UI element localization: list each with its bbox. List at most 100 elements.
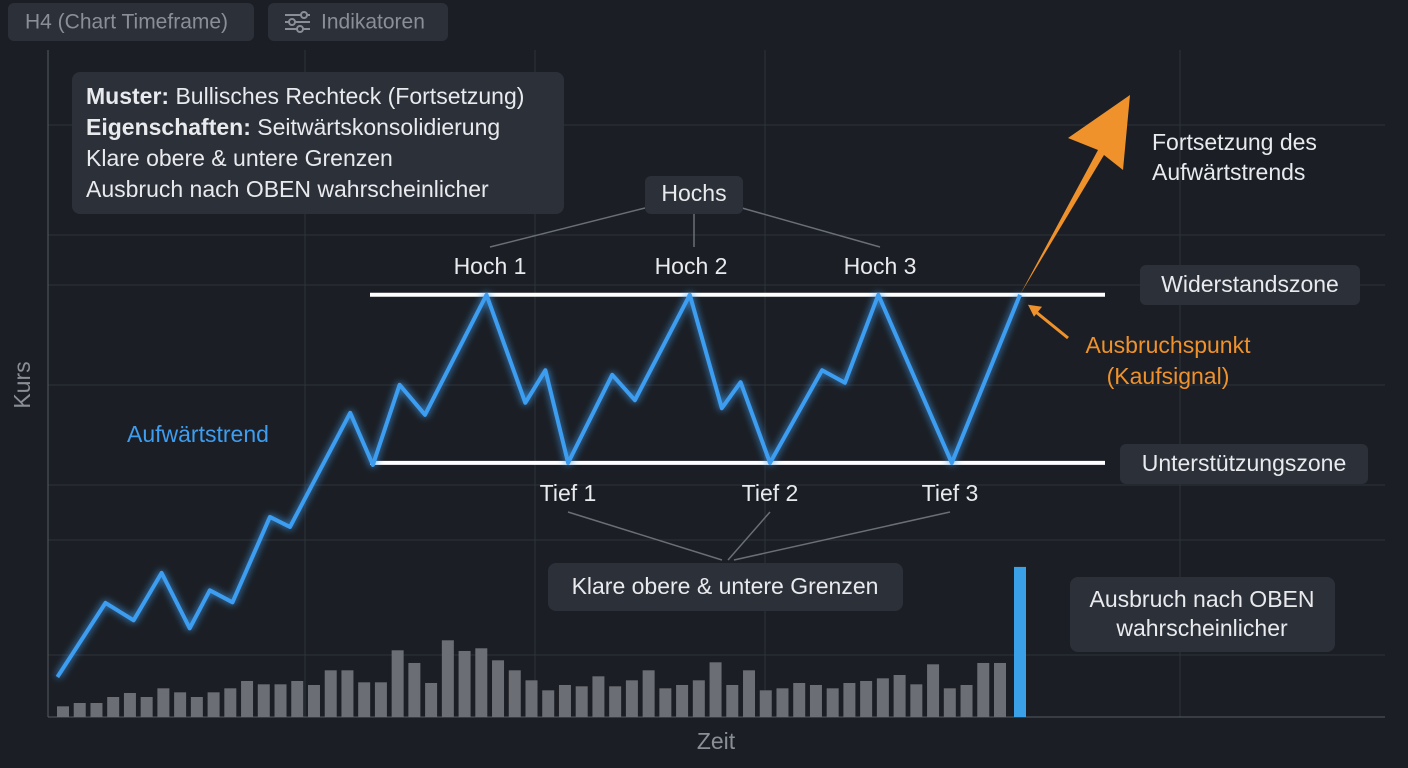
- breakout-note-box: [1070, 577, 1335, 652]
- continuation-arrow: [1019, 95, 1130, 295]
- volume-bar: [709, 662, 722, 717]
- volume-bar: [726, 684, 739, 717]
- info-box: [72, 72, 564, 214]
- volume-bar: [425, 682, 438, 717]
- info-line: Klare obere & untere Grenzen: [86, 145, 393, 171]
- boundaries-note: Klare obere & untere Grenzen: [572, 573, 879, 599]
- timeframe-label: H4 (Chart Timeframe): [25, 11, 228, 34]
- volume-bar: [793, 682, 806, 717]
- high-label: Hoch 2: [655, 253, 728, 279]
- price-line: [55, 292, 1022, 679]
- volume-bar: [458, 650, 471, 717]
- breakout-volume-bar: [1013, 566, 1026, 717]
- volume-bar: [475, 648, 488, 717]
- volume-bar: [809, 684, 822, 717]
- volume-bar: [291, 680, 304, 717]
- volume-bar: [743, 670, 756, 717]
- support-label: Unterstützungszone: [1142, 450, 1347, 476]
- volume-bar: [358, 682, 371, 717]
- support-box: [1120, 444, 1368, 484]
- connectors: [489, 207, 951, 561]
- volume-bar: [659, 688, 672, 717]
- volume-bar: [190, 696, 203, 717]
- volume-bar: [860, 680, 873, 717]
- continuation-label: Fortsetzung des: [1152, 129, 1317, 155]
- volume-bar: [943, 688, 956, 717]
- volume-bar: [558, 684, 571, 717]
- resistance-label: Widerstandszone: [1161, 271, 1339, 297]
- volume-bar: [224, 688, 237, 717]
- volume-bar: [374, 682, 387, 717]
- continuation-label: Aufwärtstrends: [1152, 159, 1305, 185]
- volume-bar: [174, 692, 187, 717]
- info-line: Ausbruch nach OBEN wahrscheinlicher: [86, 176, 489, 202]
- volume-bar: [57, 706, 69, 717]
- volume-bar: [307, 684, 320, 717]
- series-label: Aufwärtstrend: [127, 421, 269, 447]
- high-label: Hoch 3: [844, 253, 917, 279]
- y-axis-label: Kurs: [9, 361, 35, 408]
- volume-bar: [692, 680, 705, 717]
- low-label: Tief 3: [922, 480, 979, 506]
- volume-bar: [274, 684, 287, 717]
- volume-bar: [876, 678, 889, 717]
- volume-bar: [508, 670, 521, 717]
- toolbar: H4 (Chart Timeframe) Indikatoren: [8, 3, 448, 41]
- volume-bar: [107, 696, 120, 717]
- low-label: Tief 1: [540, 480, 597, 506]
- sliders-icon: [285, 11, 310, 33]
- volume-bar: [207, 692, 220, 717]
- volume-bar: [157, 688, 170, 717]
- volume-bar: [73, 702, 86, 717]
- volume-bar: [241, 680, 254, 717]
- low-label: Tief 2: [742, 480, 799, 506]
- volume-bar: [492, 660, 505, 717]
- high-label: Hoch 1: [454, 253, 527, 279]
- plot-layer: [55, 95, 1130, 717]
- volume-bar: [609, 686, 622, 717]
- volume-bar: [123, 692, 136, 717]
- x-axis-label: Zeit: [697, 728, 736, 754]
- info-line: Eigenschaften: Seitwärtskonsolidierung: [86, 114, 500, 140]
- volume-bar: [441, 640, 454, 717]
- volume-bar: [391, 650, 404, 717]
- volume-bar: [910, 684, 923, 717]
- breakout-label: Ausbruchspunkt: [1086, 332, 1252, 358]
- volume-bar: [893, 674, 906, 717]
- highs-box: [645, 176, 743, 214]
- breakout-pointer-head: [1027, 304, 1042, 317]
- volume-bar: [776, 688, 789, 717]
- breakout-note: wahrscheinlicher: [1115, 615, 1288, 641]
- indicators-button[interactable]: [268, 3, 448, 41]
- info-line: Muster: Bullisches Rechteck (Fortsetzung…: [86, 83, 524, 109]
- resistance-box: [1140, 265, 1360, 305]
- timeframe-button[interactable]: [8, 3, 254, 41]
- volume-bar: [625, 680, 638, 717]
- volume-bar: [525, 680, 538, 717]
- volume-bar: [324, 670, 337, 717]
- volume-bar: [642, 670, 655, 717]
- volume-bar: [994, 662, 1006, 717]
- volume-bar: [575, 686, 588, 717]
- volume-bar: [676, 684, 689, 717]
- volume-bar: [977, 662, 990, 717]
- volume-bar: [960, 684, 973, 717]
- indicators-label: Indikatoren: [321, 11, 425, 34]
- volume-bar: [592, 676, 605, 717]
- volume-bar: [927, 664, 940, 717]
- volume-bar: [408, 662, 421, 717]
- highs-title: Hochs: [661, 180, 726, 206]
- boundaries-box: [548, 563, 903, 611]
- volume-bar: [90, 702, 103, 717]
- volume-bar: [759, 690, 772, 717]
- volume-bar: [140, 696, 153, 717]
- volume-bar: [542, 690, 555, 717]
- volume-bar: [257, 684, 270, 717]
- breakout-pointer: [1031, 307, 1069, 340]
- volume-bar: [826, 688, 839, 717]
- volume-bar: [843, 682, 856, 717]
- breakout-label: (Kaufsignal): [1107, 363, 1230, 389]
- volume-bar: [341, 670, 354, 717]
- breakout-note: Ausbruch nach OBEN: [1089, 586, 1314, 612]
